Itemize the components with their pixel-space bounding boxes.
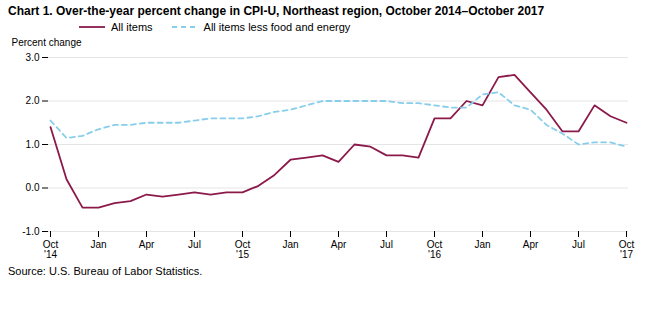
- svg-text:Jan: Jan: [90, 239, 106, 250]
- svg-text:Oct'15: Oct'15: [235, 239, 251, 260]
- svg-text:Apr: Apr: [331, 239, 347, 250]
- svg-text:1.0: 1.0: [26, 139, 40, 150]
- svg-text:Jan: Jan: [282, 239, 298, 250]
- svg-text:Apr: Apr: [523, 239, 539, 250]
- html-text:All items: All items: [111, 21, 153, 33]
- svg-text:-1.0: -1.0: [22, 226, 40, 237]
- svg-text:Jan: Jan: [474, 239, 490, 250]
- html-text:Chart 1. Over-the-year percent: Chart 1. Over-the-year percent change in…: [8, 4, 545, 18]
- svg-text:2.0: 2.0: [26, 95, 40, 106]
- html-text:Source: U.S. Bureau of Labor S: Source: U.S. Bureau of Labor Statistics.: [8, 265, 203, 277]
- html-text:All items less food and energy: All items less food and energy: [203, 21, 351, 33]
- svg-text:Jul: Jul: [188, 239, 201, 250]
- svg-text:Oct'17: Oct'17: [619, 239, 635, 260]
- svg-text:3.0: 3.0: [26, 52, 40, 63]
- svg-text:Apr: Apr: [139, 239, 155, 250]
- svg-text:Oct'16: Oct'16: [427, 239, 443, 260]
- svg-text:Percent change: Percent change: [12, 37, 82, 48]
- svg-text:Oct'14: Oct'14: [43, 239, 59, 260]
- svg-text:0.0: 0.0: [26, 182, 40, 193]
- svg-text:Jul: Jul: [380, 239, 393, 250]
- svg-text:Jul: Jul: [572, 239, 585, 250]
